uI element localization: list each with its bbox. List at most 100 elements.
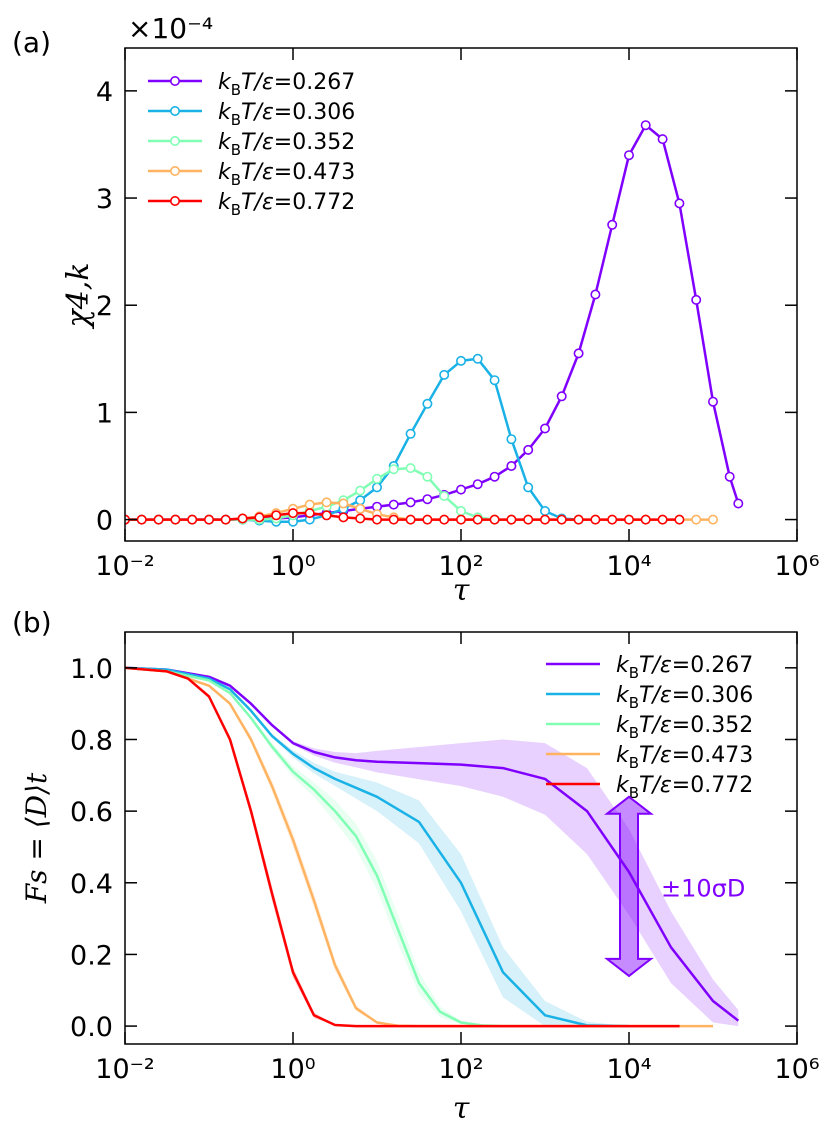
data-point — [220, 514, 231, 525]
y-tick-label: 2 — [96, 291, 113, 322]
data-point — [506, 434, 517, 445]
data-point — [539, 423, 550, 434]
legend-entry: kBT/ε=0.306 — [148, 100, 355, 129]
data-point — [388, 514, 399, 525]
legend-t: T/ε — [639, 713, 672, 738]
legend-sub-b: B — [629, 784, 639, 802]
band-0.352 — [125, 667, 545, 1027]
data-point — [674, 514, 685, 525]
legend-sub-b: B — [629, 754, 639, 772]
data-point — [590, 289, 601, 300]
legend-t: T/ε — [241, 190, 274, 215]
data-point — [607, 514, 618, 525]
data-point — [657, 134, 668, 145]
data-point — [271, 510, 282, 521]
data-point — [254, 512, 265, 523]
data-point — [489, 375, 500, 386]
band-0.267 — [125, 667, 739, 1027]
data-point — [455, 484, 466, 495]
data-point — [691, 294, 702, 305]
legend-k: k — [616, 683, 630, 708]
data-point — [136, 514, 147, 525]
sigma-annotation: ±10σD — [604, 795, 745, 978]
data-point — [304, 499, 315, 510]
legend-sub-b: B — [629, 724, 639, 742]
legend-marker — [170, 136, 181, 147]
data-point — [204, 514, 215, 525]
legend-marker — [170, 106, 181, 117]
data-point — [237, 513, 248, 524]
legend-value: =0.352 — [274, 130, 355, 155]
series-line-0.306 — [125, 666, 630, 1028]
panel-a-multiplier: ×10⁻⁴ — [128, 12, 213, 45]
legend-marker — [170, 196, 181, 207]
series-line-0.772 — [125, 666, 680, 1028]
data-point — [489, 514, 500, 525]
x-tick-label: 10⁰ — [270, 1054, 315, 1085]
legend-t: T/ε — [241, 70, 274, 95]
legend-value: =0.772 — [274, 190, 355, 215]
data-point — [422, 494, 433, 505]
data-point — [556, 391, 567, 402]
data-point — [472, 514, 483, 525]
data-point — [455, 514, 466, 525]
legend-entry: kBT/ε=0.306 — [546, 683, 753, 712]
legend-entry: kBT/ε=0.267 — [546, 653, 753, 682]
data-point — [539, 505, 550, 516]
double-arrow-icon — [604, 795, 654, 978]
data-point — [623, 514, 634, 525]
data-point — [707, 396, 718, 407]
legend-value: =0.267 — [274, 70, 355, 95]
y-tick-label: 4 — [96, 77, 113, 108]
data-point — [455, 505, 466, 516]
x-tick-label: 10⁴ — [606, 551, 651, 582]
legend-entry: kBT/ε=0.772 — [546, 773, 753, 802]
legend-t: T/ε — [241, 160, 274, 185]
data-point — [355, 495, 366, 506]
panel-b: (b) 10⁻² 10⁰ 10² 10⁴ 10⁶ 0.0 0.2 0.4 0.6 0.8 1.0 k… — [12, 606, 820, 1126]
y-tick-label: 0.8 — [70, 725, 113, 756]
legend-t: T/ε — [639, 653, 672, 678]
data-point — [573, 348, 584, 359]
legend-k: k — [616, 773, 630, 798]
data-point — [355, 503, 366, 514]
legend-t: T/ε — [639, 743, 672, 768]
data-point — [472, 479, 483, 490]
legend-label: kBT/ε=0.473 — [218, 160, 355, 189]
panel-a-x-axis-label: τ — [453, 573, 470, 608]
data-point — [539, 514, 550, 525]
legend-value: =0.267 — [672, 653, 753, 678]
series-line-0.352 — [125, 466, 512, 521]
legend-sub-b: B — [231, 201, 241, 219]
series-line-0.772 — [125, 511, 680, 521]
data-point — [287, 508, 298, 519]
x-tick-label: 10⁰ — [270, 551, 315, 582]
data-point — [405, 428, 416, 439]
legend-label: kBT/ε=0.267 — [218, 70, 355, 99]
series-line-0.267 — [125, 666, 740, 1022]
x-tick-label: 10⁻² — [95, 551, 154, 582]
legend-label: kBT/ε=0.473 — [616, 743, 753, 772]
legend-k: k — [218, 190, 232, 215]
series-line-0.267 — [125, 123, 740, 521]
legend-k: k — [218, 100, 232, 125]
data-point — [573, 514, 584, 525]
legend-label: kBT/ε=0.267 — [616, 653, 753, 682]
legend-entry: kBT/ε=0.772 — [148, 190, 355, 219]
y-tick-label: 0.2 — [70, 940, 113, 971]
data-point — [338, 498, 349, 509]
legend-value: =0.306 — [672, 683, 753, 708]
y-tick-label: 0 — [96, 506, 113, 537]
data-point — [489, 471, 500, 482]
data-point — [707, 514, 718, 525]
legend-sub-b: B — [231, 81, 241, 99]
data-point — [556, 514, 567, 525]
panel-b-x-axis-label: τ — [453, 1091, 470, 1126]
data-point — [523, 482, 534, 493]
x-tick-label: 10⁶ — [774, 551, 819, 582]
legend-value: =0.473 — [274, 160, 355, 185]
data-point — [657, 514, 668, 525]
data-point — [640, 514, 651, 525]
data-point — [422, 514, 433, 525]
